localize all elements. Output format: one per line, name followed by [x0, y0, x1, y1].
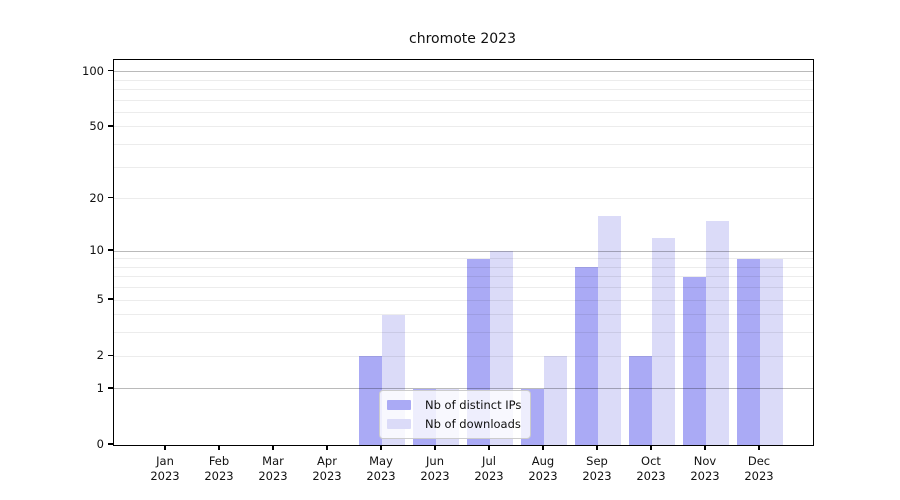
gridline-minor: [114, 198, 813, 200]
x-tick-mark: [272, 445, 274, 451]
y-tick-label: 100: [82, 63, 104, 78]
x-tick-label: Sep 2023: [582, 454, 612, 483]
y-tick-mark: [108, 387, 113, 389]
gridline-minor: [114, 99, 813, 101]
gridline-minor: [114, 79, 813, 81]
gridline-minor: [114, 88, 813, 90]
legend-swatch-downloads-icon: [387, 419, 411, 429]
x-tick-label: May 2023: [366, 454, 396, 483]
y-tick-mark: [108, 249, 113, 251]
bar-downloads-sep: [598, 215, 621, 445]
x-tick-mark: [758, 445, 760, 451]
x-tick-label: Jul 2023: [474, 454, 504, 483]
chart-title: chromote 2023: [409, 31, 516, 47]
bar-downloads-oct: [652, 237, 675, 445]
y-tick-mark: [108, 197, 113, 199]
legend-item-distinct-ips: Nb of distinct IPs: [387, 398, 521, 412]
y-tick-label: 2: [96, 348, 104, 363]
legend-label-distinct-ips: Nb of distinct IPs: [425, 398, 522, 412]
gridline-minor: [114, 111, 813, 113]
x-tick-label: Mar 2023: [258, 454, 288, 483]
x-tick-mark: [218, 445, 220, 451]
gridline-major: [114, 71, 813, 73]
y-tick-label: 0: [96, 437, 104, 451]
y-tick-mark: [108, 298, 113, 300]
gridline-minor: [114, 166, 813, 168]
x-tick-mark: [164, 445, 166, 451]
x-tick-label: Apr 2023: [312, 454, 342, 483]
plot-area: Nb of distinct IPs Nb of downloads: [113, 59, 814, 446]
x-tick-label: Jan 2023: [150, 454, 180, 483]
y-tick-label: 50: [89, 118, 104, 133]
bar-downloads-aug: [544, 356, 567, 445]
y-tick-mark: [108, 70, 113, 72]
x-tick-label: Nov 2023: [690, 454, 720, 483]
x-tick-mark: [650, 445, 652, 451]
x-tick-mark: [326, 445, 328, 451]
y-tick-label: 1: [96, 380, 104, 395]
bar-distinct-ips-dec: [737, 258, 760, 445]
x-tick-label: Oct 2023: [636, 454, 666, 483]
legend-item-downloads: Nb of downloads: [387, 417, 521, 431]
y-tick-mark: [108, 443, 113, 445]
y-tick-label: 20: [89, 190, 104, 205]
x-tick-label: Aug 2023: [528, 454, 558, 483]
x-tick-mark: [542, 445, 544, 451]
y-tick-mark: [108, 354, 113, 356]
x-tick-label: Dec 2023: [744, 454, 774, 483]
y-tick-mark: [108, 125, 113, 127]
x-tick-mark: [434, 445, 436, 451]
gridline-minor: [114, 144, 813, 146]
bar-downloads-nov: [706, 220, 729, 445]
x-tick-mark: [488, 445, 490, 451]
x-tick-label: Feb 2023: [204, 454, 234, 483]
x-tick-mark: [704, 445, 706, 451]
y-tick-label: 10: [89, 243, 104, 257]
bar-distinct-ips-nov: [683, 276, 706, 445]
bar-distinct-ips-sep: [575, 267, 598, 445]
bar-distinct-ips-oct: [629, 356, 652, 445]
legend-swatch-distinct-ips-icon: [387, 400, 411, 410]
x-tick-mark: [596, 445, 598, 451]
y-tick-label: 5: [96, 292, 104, 307]
bar-distinct-ips-may: [359, 356, 382, 445]
gridline-minor: [114, 126, 813, 128]
legend: Nb of distinct IPs Nb of downloads: [379, 390, 532, 439]
x-tick-mark: [380, 445, 382, 451]
x-tick-label: Jun 2023: [420, 454, 450, 483]
legend-label-downloads: Nb of downloads: [425, 417, 521, 431]
bar-downloads-dec: [760, 258, 783, 445]
